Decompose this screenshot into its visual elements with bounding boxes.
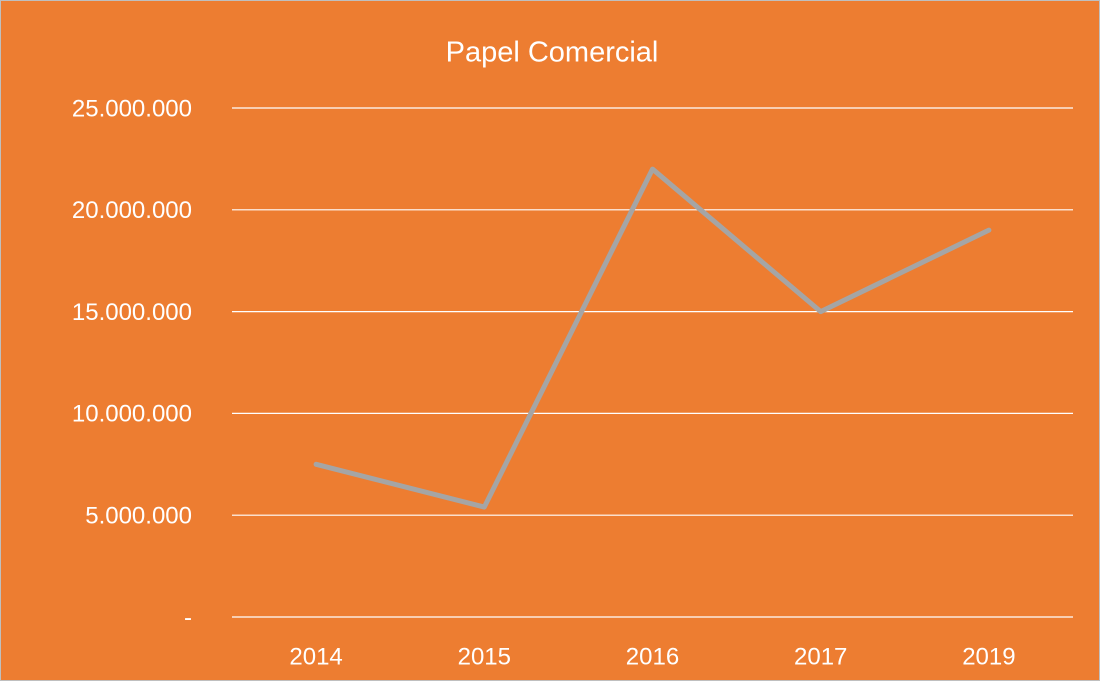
y-tick-label: 5.000.000 — [85, 503, 192, 530]
x-tick-label: 2015 — [458, 643, 511, 670]
x-tick-label: 2019 — [962, 643, 1015, 670]
y-tick-label: 15.000.000 — [72, 299, 192, 326]
y-tick-label: - — [184, 604, 192, 631]
y-tick-label: 20.000.000 — [72, 197, 192, 224]
y-tick-label: 10.000.000 — [72, 401, 192, 428]
y-tick-label: 25.000.000 — [72, 95, 192, 122]
x-tick-label: 2016 — [626, 643, 679, 670]
data-line — [313, 166, 992, 510]
x-tick-label: 2014 — [289, 643, 342, 670]
chart-title: Papel Comercial — [446, 37, 659, 69]
x-tick-label: 2017 — [794, 643, 847, 670]
